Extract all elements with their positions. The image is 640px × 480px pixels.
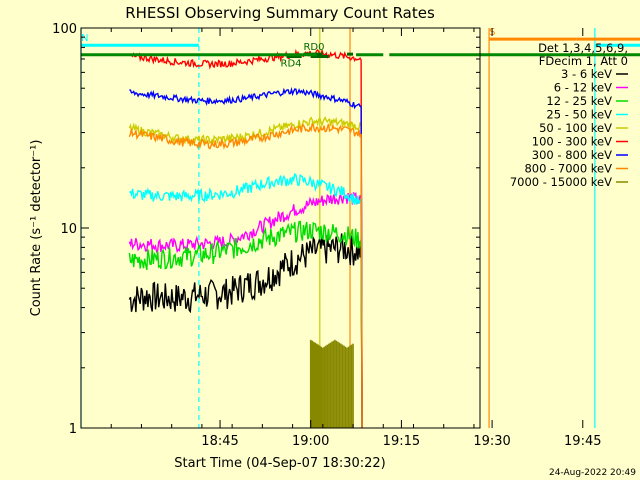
line-6-12	[128, 191, 363, 429]
y-tick-label: 100	[52, 22, 77, 37]
legend-entry: 7000 - 15000 keV	[510, 175, 612, 189]
legend-entry: 300 - 800 keV	[532, 148, 612, 162]
flag-S-4: S	[489, 27, 640, 41]
x-tick-label: 19:15	[383, 434, 420, 449]
legend: Det 1,3,4,5,6,9,FDecim 1, Att 03 - 6 keV…	[510, 41, 628, 189]
legend-entry: 6 - 12 keV	[554, 81, 612, 95]
legend-entry: 12 - 25 keV	[546, 94, 612, 108]
chart-title: RHESSI Observing Summary Count Rates	[125, 4, 435, 22]
legend-entry: 3 - 6 keV	[561, 67, 612, 81]
flag-RD4-1: RD4	[281, 55, 329, 70]
flag-label-N: N	[81, 33, 88, 44]
line-25-50	[129, 172, 363, 429]
y-axis-label: Count Rate (s⁻¹ detector⁻¹)	[29, 140, 44, 317]
flag-N-0: N	[81, 33, 640, 47]
legend-entry: 800 - 7000 keV	[524, 162, 612, 176]
x-tick-label: 19:00	[292, 434, 329, 449]
series-800-7000	[128, 122, 363, 429]
series-3-6	[128, 233, 363, 429]
legend-entry: 50 - 100 keV	[539, 121, 612, 135]
x-tick-label: 18:45	[201, 434, 238, 449]
footer-timestamp: 24-Aug-2022 20:49	[549, 468, 636, 478]
line-3-6	[128, 233, 363, 429]
series-100-300	[128, 48, 363, 429]
series-25-50	[129, 172, 363, 429]
legend-entry: 25 - 50 keV	[546, 108, 612, 122]
series-300-800	[129, 86, 363, 429]
legend-header: Det 1,3,4,5,6,9,	[538, 41, 628, 55]
x-tick-label: 19:45	[564, 434, 601, 449]
line-50-100	[128, 116, 363, 429]
flag-label-RD4: RD4	[281, 59, 302, 70]
series-12-25	[128, 220, 363, 429]
line-12-25	[128, 220, 363, 429]
series-7000-15000	[309, 339, 354, 428]
line-100-300	[128, 48, 363, 429]
flag-RD0-2: RD0	[303, 42, 354, 56]
x-tick-label: 19:30	[473, 434, 510, 449]
flag-label-RD0: RD0	[303, 42, 324, 53]
y-tick-label: 10	[60, 222, 77, 237]
series-50-100	[128, 116, 363, 429]
series-6-12	[128, 191, 363, 429]
x-axis-label: Start Time (04-Sep-07 18:30:22)	[174, 456, 385, 471]
line-800-7000	[128, 122, 363, 429]
line-300-800	[129, 86, 363, 429]
y-tick-label: 1	[69, 422, 77, 437]
legend-header: FDecim 1, Att 0	[539, 54, 628, 68]
legend-entry: 100 - 300 keV	[532, 135, 612, 149]
